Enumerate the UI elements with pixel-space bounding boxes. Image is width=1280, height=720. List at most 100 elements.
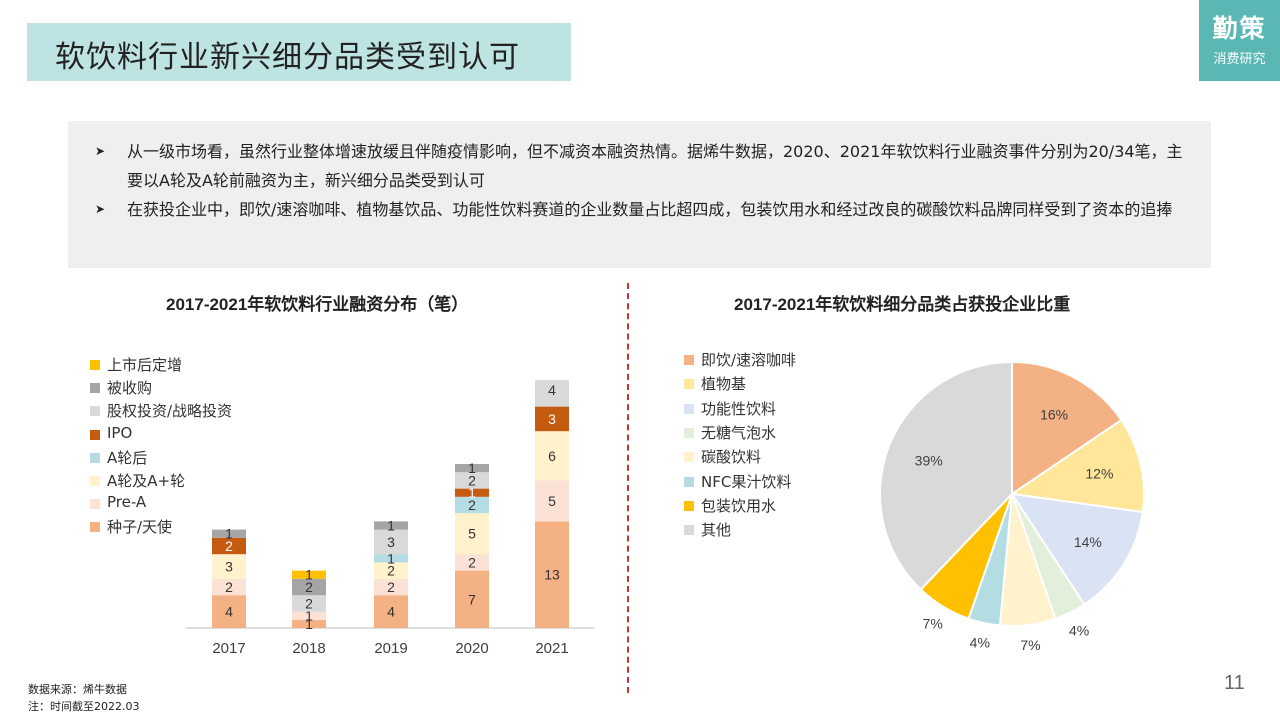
pie-data-label: 7% xyxy=(1020,637,1040,650)
brand-logo: 勤策 消费研究 xyxy=(1199,0,1280,81)
bar-data-label: 4 xyxy=(387,604,395,620)
bar-data-label: 5 xyxy=(468,526,476,542)
bar-data-label: 2 xyxy=(468,472,476,488)
bar-data-label: 1 xyxy=(387,550,395,566)
legend-swatch xyxy=(90,360,100,370)
x-tick-label: 2018 xyxy=(292,640,325,657)
bar-data-label: 6 xyxy=(548,448,556,464)
bar-data-label: 5 xyxy=(548,493,556,509)
pie-slice xyxy=(1009,492,1144,606)
pie-data-label: 14% xyxy=(1074,534,1102,550)
bar-data-label: 1 xyxy=(305,608,313,624)
legend-swatch xyxy=(90,522,100,533)
legend-swatch xyxy=(684,476,694,487)
bar-segment xyxy=(292,570,326,579)
legend-label: A轮及A+轮 xyxy=(107,472,186,490)
bar-data-label: 1 xyxy=(468,485,476,501)
x-tick-label: 2019 xyxy=(374,640,407,657)
source-note: 数据来源：烯牛数据 xyxy=(28,683,127,696)
legend-label: 股权投资/战略投资 xyxy=(107,402,233,421)
pie-data-label: 4% xyxy=(1069,622,1089,638)
bar-segment xyxy=(535,521,569,628)
bar-data-label: 2 xyxy=(225,538,233,554)
bar-segment xyxy=(374,521,408,530)
bar-segment xyxy=(455,570,489,628)
pie-slice xyxy=(1011,360,1123,496)
bar-data-label: 7 xyxy=(468,591,476,607)
stacked-bar-chart: 4232120171122120184221312019725212120201… xyxy=(186,380,594,657)
bar-segment xyxy=(535,431,569,481)
legend-swatch xyxy=(90,476,100,486)
bar-segment xyxy=(212,537,246,555)
legend-label: 碳酸饮料 xyxy=(701,448,762,467)
summary-box: ➤ 从一级市场看，虽然行业整体增速放缓且伴随疫情影响，但不减资本融资热情。据烯牛… xyxy=(68,121,1211,268)
bar-segment xyxy=(535,406,569,432)
bar-data-label: 4 xyxy=(225,604,233,620)
legend-label: A轮后 xyxy=(107,448,148,467)
date-note: 注：时间截至2022.03 xyxy=(28,700,140,713)
section-divider xyxy=(627,283,629,693)
legend-swatch xyxy=(90,383,100,394)
bar-data-label: 3 xyxy=(387,534,395,550)
bar-segment xyxy=(455,472,489,489)
bar-segment xyxy=(535,480,569,522)
legend-label: 其他 xyxy=(701,521,732,540)
arrow-bullet-icon: ➤ xyxy=(95,202,106,216)
logo-sub-text: 消费研究 xyxy=(1213,52,1266,67)
legend-swatch xyxy=(684,525,694,536)
bar-segment xyxy=(374,578,408,596)
legend-label: 被收购 xyxy=(107,379,153,398)
legend-label: 上市后定增 xyxy=(107,356,183,374)
bar-data-label: 3 xyxy=(225,559,233,575)
bar-segment xyxy=(292,578,326,596)
bar-data-label: 2 xyxy=(305,595,313,611)
bar-segment xyxy=(292,619,326,628)
bar-data-label: 1 xyxy=(468,460,476,476)
pie-data-label: 39% xyxy=(915,453,943,469)
bar-chart-title: 2017-2021年软饮料行业融资分布（笔） xyxy=(166,295,469,314)
legend-label: 功能性饮料 xyxy=(701,399,777,418)
bar-data-label: 2 xyxy=(468,497,476,513)
legend-swatch xyxy=(90,406,100,417)
pie-slice xyxy=(879,360,1013,591)
bar-segment xyxy=(374,554,408,563)
legend-label: 种子/天使 xyxy=(107,518,173,537)
bar-segment xyxy=(212,529,246,538)
pie-data-label: 16% xyxy=(1040,407,1068,423)
x-tick-label: 2017 xyxy=(212,640,245,657)
legend-label: NFC果汁饮料 xyxy=(701,472,792,491)
bar-segment xyxy=(455,464,489,473)
page-number: 11 xyxy=(1224,672,1245,694)
bar-data-label: 2 xyxy=(225,579,233,595)
legend-swatch xyxy=(684,403,694,414)
bar-segment xyxy=(535,380,569,407)
bar-data-label: 4 xyxy=(548,382,556,398)
legend-swatch xyxy=(90,429,100,440)
bar-segment xyxy=(374,595,408,628)
bar-segment xyxy=(455,554,489,571)
bar-data-label: 2 xyxy=(305,579,313,595)
legend-swatch xyxy=(90,452,100,463)
legend-swatch xyxy=(684,427,694,438)
bar-segment xyxy=(212,595,246,628)
bar-data-label: 1 xyxy=(387,518,395,534)
legend-swatch xyxy=(90,499,100,510)
bar-data-label: 13 xyxy=(544,567,560,583)
pie-data-label: 4% xyxy=(970,635,990,650)
arrow-bullet-icon: ➤ xyxy=(95,144,106,158)
bar-segment xyxy=(455,488,489,497)
summary-bullet-text: 在获投企业中，即饮/速溶咖啡、植物基饮品、功能性饮料赛道的企业数量占比超四成，包… xyxy=(127,200,1173,219)
bar-data-label: 1 xyxy=(225,526,233,542)
bar-data-label: 2 xyxy=(387,579,395,595)
pie-data-label: 7% xyxy=(923,616,943,632)
legend-label: 植物基 xyxy=(701,375,747,394)
x-tick-label: 2021 xyxy=(535,640,568,657)
legend-label: 包装饮用水 xyxy=(701,496,777,515)
legend-label: 即饮/速溶咖啡 xyxy=(701,351,797,369)
bar-segment xyxy=(374,529,408,555)
bar-segment xyxy=(374,562,408,579)
legend-label: Pre-A xyxy=(107,493,147,512)
pie-slice xyxy=(1009,418,1145,514)
summary-bullet-text: 从一级市场看，虽然行业整体增速放缓且伴随疫情影响，但不减资本融资热情。据烯牛数据… xyxy=(127,142,1183,190)
bar-segment xyxy=(455,513,489,555)
